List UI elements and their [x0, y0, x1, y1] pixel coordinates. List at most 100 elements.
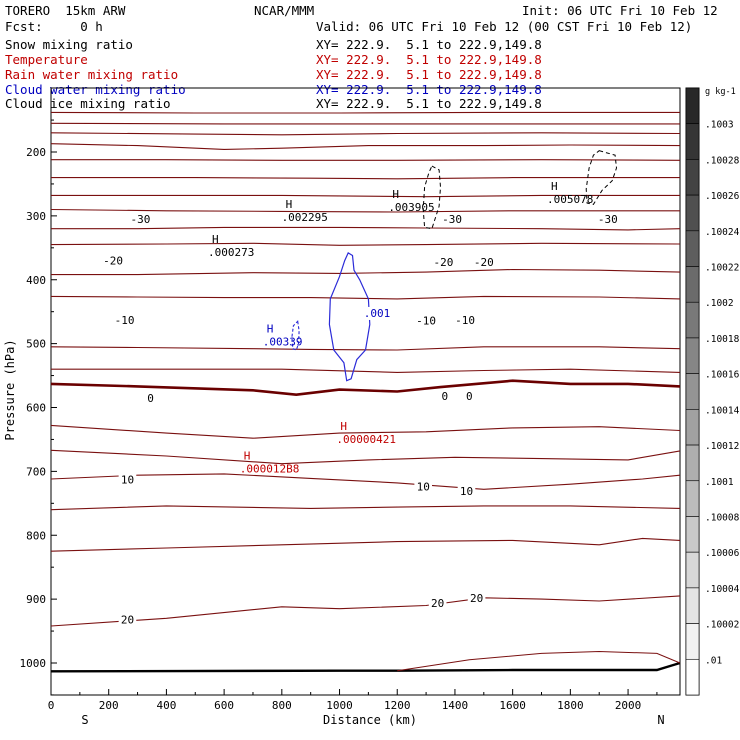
forecast-hour: Fcst: 0 h — [5, 19, 103, 34]
maximum-marker: H.00339 — [263, 322, 303, 348]
field-name-rain: Rain water mixing ratio — [5, 67, 179, 82]
field-xy-temperature: XY= 222.9. 5.1 to 222.9,149.8 — [316, 52, 542, 67]
maximum-value-label: .000012B8 — [240, 462, 300, 475]
isotherm-line — [50, 595, 681, 627]
x-axis-title: Distance (km) — [323, 713, 417, 727]
colorbar-label: .10026 — [705, 191, 740, 202]
isotherm-line — [50, 537, 681, 552]
maximum-marker: H.000273 — [208, 233, 254, 259]
maximum-value-label: .005078 — [547, 193, 593, 206]
temperature-contour-label: 20 — [467, 591, 486, 605]
field-name-cloud-water: Cloud water mixing ratio — [5, 82, 186, 97]
isotherm-line — [51, 177, 680, 180]
maximum-marker: H.003905 — [388, 188, 434, 214]
isotherm-line — [51, 194, 680, 198]
colorbar-swatch — [685, 516, 700, 553]
maximum-value-label: .00339 — [263, 335, 303, 348]
maximum-h-glyph: H — [286, 198, 293, 211]
colorbar-swatch — [685, 658, 700, 696]
x-tick-label: 1200 — [384, 699, 411, 712]
y-tick-label: 500 — [26, 338, 46, 351]
svg-text:0: 0 — [466, 390, 473, 403]
field-name-snow: Snow mixing ratio — [5, 37, 133, 52]
temperature-contour-label: 20 — [428, 596, 447, 610]
colorbar-label: .10004 — [705, 584, 740, 595]
y-tick-label: 300 — [26, 210, 46, 223]
maximum-h-glyph: H — [392, 188, 399, 201]
temperature-contour-label: -30 — [439, 213, 465, 227]
colorbar-swatch — [685, 551, 700, 589]
field-xy-cloud-water: XY= 222.9. 5.1 to 222.9,149.8 — [316, 82, 542, 97]
svg-text:20: 20 — [121, 614, 134, 627]
x-tick-label: 2000 — [615, 699, 642, 712]
x-tick-label: 1800 — [557, 699, 584, 712]
maximum-marker: H.000012B8 — [240, 449, 300, 475]
cloud-water-small-contour — [291, 320, 300, 351]
y-tick-label: 700 — [26, 465, 46, 478]
surface-line — [50, 661, 681, 673]
cloud-contour-group — [291, 150, 618, 382]
isotherm-line — [50, 295, 681, 300]
isotherm-line — [51, 159, 681, 161]
colorbar-label: .10008 — [705, 512, 740, 523]
left-end-label: S — [81, 713, 88, 727]
cloud-ice-contour-north — [585, 150, 618, 205]
colorbar-label: .10016 — [705, 370, 740, 381]
colorbar-label: .10028 — [705, 155, 740, 166]
isotherm-group — [50, 111, 681, 627]
field-name-cloud-ice: Cloud ice mixing ratio — [5, 96, 171, 111]
isotherm-line — [50, 143, 681, 150]
svg-text:-30: -30 — [598, 213, 618, 226]
svg-text:-20: -20 — [103, 255, 123, 268]
svg-text:-20: -20 — [474, 256, 494, 269]
colorbar-label: .10002 — [705, 620, 739, 631]
cloud-ice-contour — [422, 165, 442, 230]
x-tick-label: 200 — [99, 699, 119, 712]
maximum-value-label: .002295 — [282, 211, 328, 224]
plot-frame — [50, 87, 681, 696]
field-xy-rain: XY= 222.9. 5.1 to 222.9,149.8 — [316, 67, 542, 82]
isotherm-line — [51, 268, 681, 276]
center-title: NCAR/MMM — [254, 3, 315, 18]
svg-text:-30: -30 — [442, 213, 462, 226]
maximum-marker: H.002295 — [282, 198, 328, 224]
colorbar-swatch — [685, 230, 700, 267]
temperature-contour-label: -20 — [100, 254, 126, 268]
svg-text:10: 10 — [417, 481, 430, 494]
maximum-h-glyph: H — [267, 322, 274, 335]
temperature-contour-label: 0 — [145, 391, 156, 405]
colorbar-swatch — [685, 194, 700, 232]
svg-text:0: 0 — [442, 390, 449, 403]
temperature-contour-label: 10 — [118, 473, 137, 487]
svg-text:0: 0 — [147, 392, 154, 405]
init-time: Init: 06 UTC Fri 10 Feb 12 — [522, 3, 718, 18]
maximum-value-label: .00000421 — [336, 433, 396, 446]
isotherm-line — [51, 368, 681, 373]
model-title: TORERO 15km ARW — [5, 3, 126, 18]
isotherm-line — [51, 226, 681, 231]
field-xy-cloud-ice: XY= 222.9. 5.1 to 222.9,149.8 — [316, 96, 542, 111]
colorbar-swatch — [685, 87, 700, 125]
temperature-contour-label: -10 — [452, 313, 478, 327]
colorbar-label: .10024 — [705, 227, 740, 238]
cloud-water-contour — [328, 252, 371, 382]
temperature-contour-label: -10 — [112, 313, 137, 327]
isotherm-line — [50, 132, 681, 136]
colorbar-label: .01 — [705, 655, 722, 666]
valid-time: Valid: 06 UTC Fri 10 Feb 12 (00 CST Fri … — [316, 19, 693, 34]
temperature-contour-label: -20 — [471, 256, 497, 269]
x-tick-label: 400 — [156, 699, 176, 712]
colorbar-swatch — [685, 444, 700, 482]
terrain-group — [50, 650, 681, 673]
colorbar-swatch — [685, 159, 700, 196]
x-tick-label: 800 — [272, 699, 292, 712]
colorbar-swatch — [685, 266, 700, 303]
maximum-h-glyph: H — [212, 233, 219, 246]
colorbar-label: .10006 — [705, 548, 740, 559]
isotherm-line — [50, 449, 681, 465]
colorbar-swatch — [685, 623, 700, 660]
svg-text:-20: -20 — [433, 256, 453, 269]
y-tick-label: 800 — [26, 529, 46, 542]
isotherm-line — [50, 505, 681, 511]
